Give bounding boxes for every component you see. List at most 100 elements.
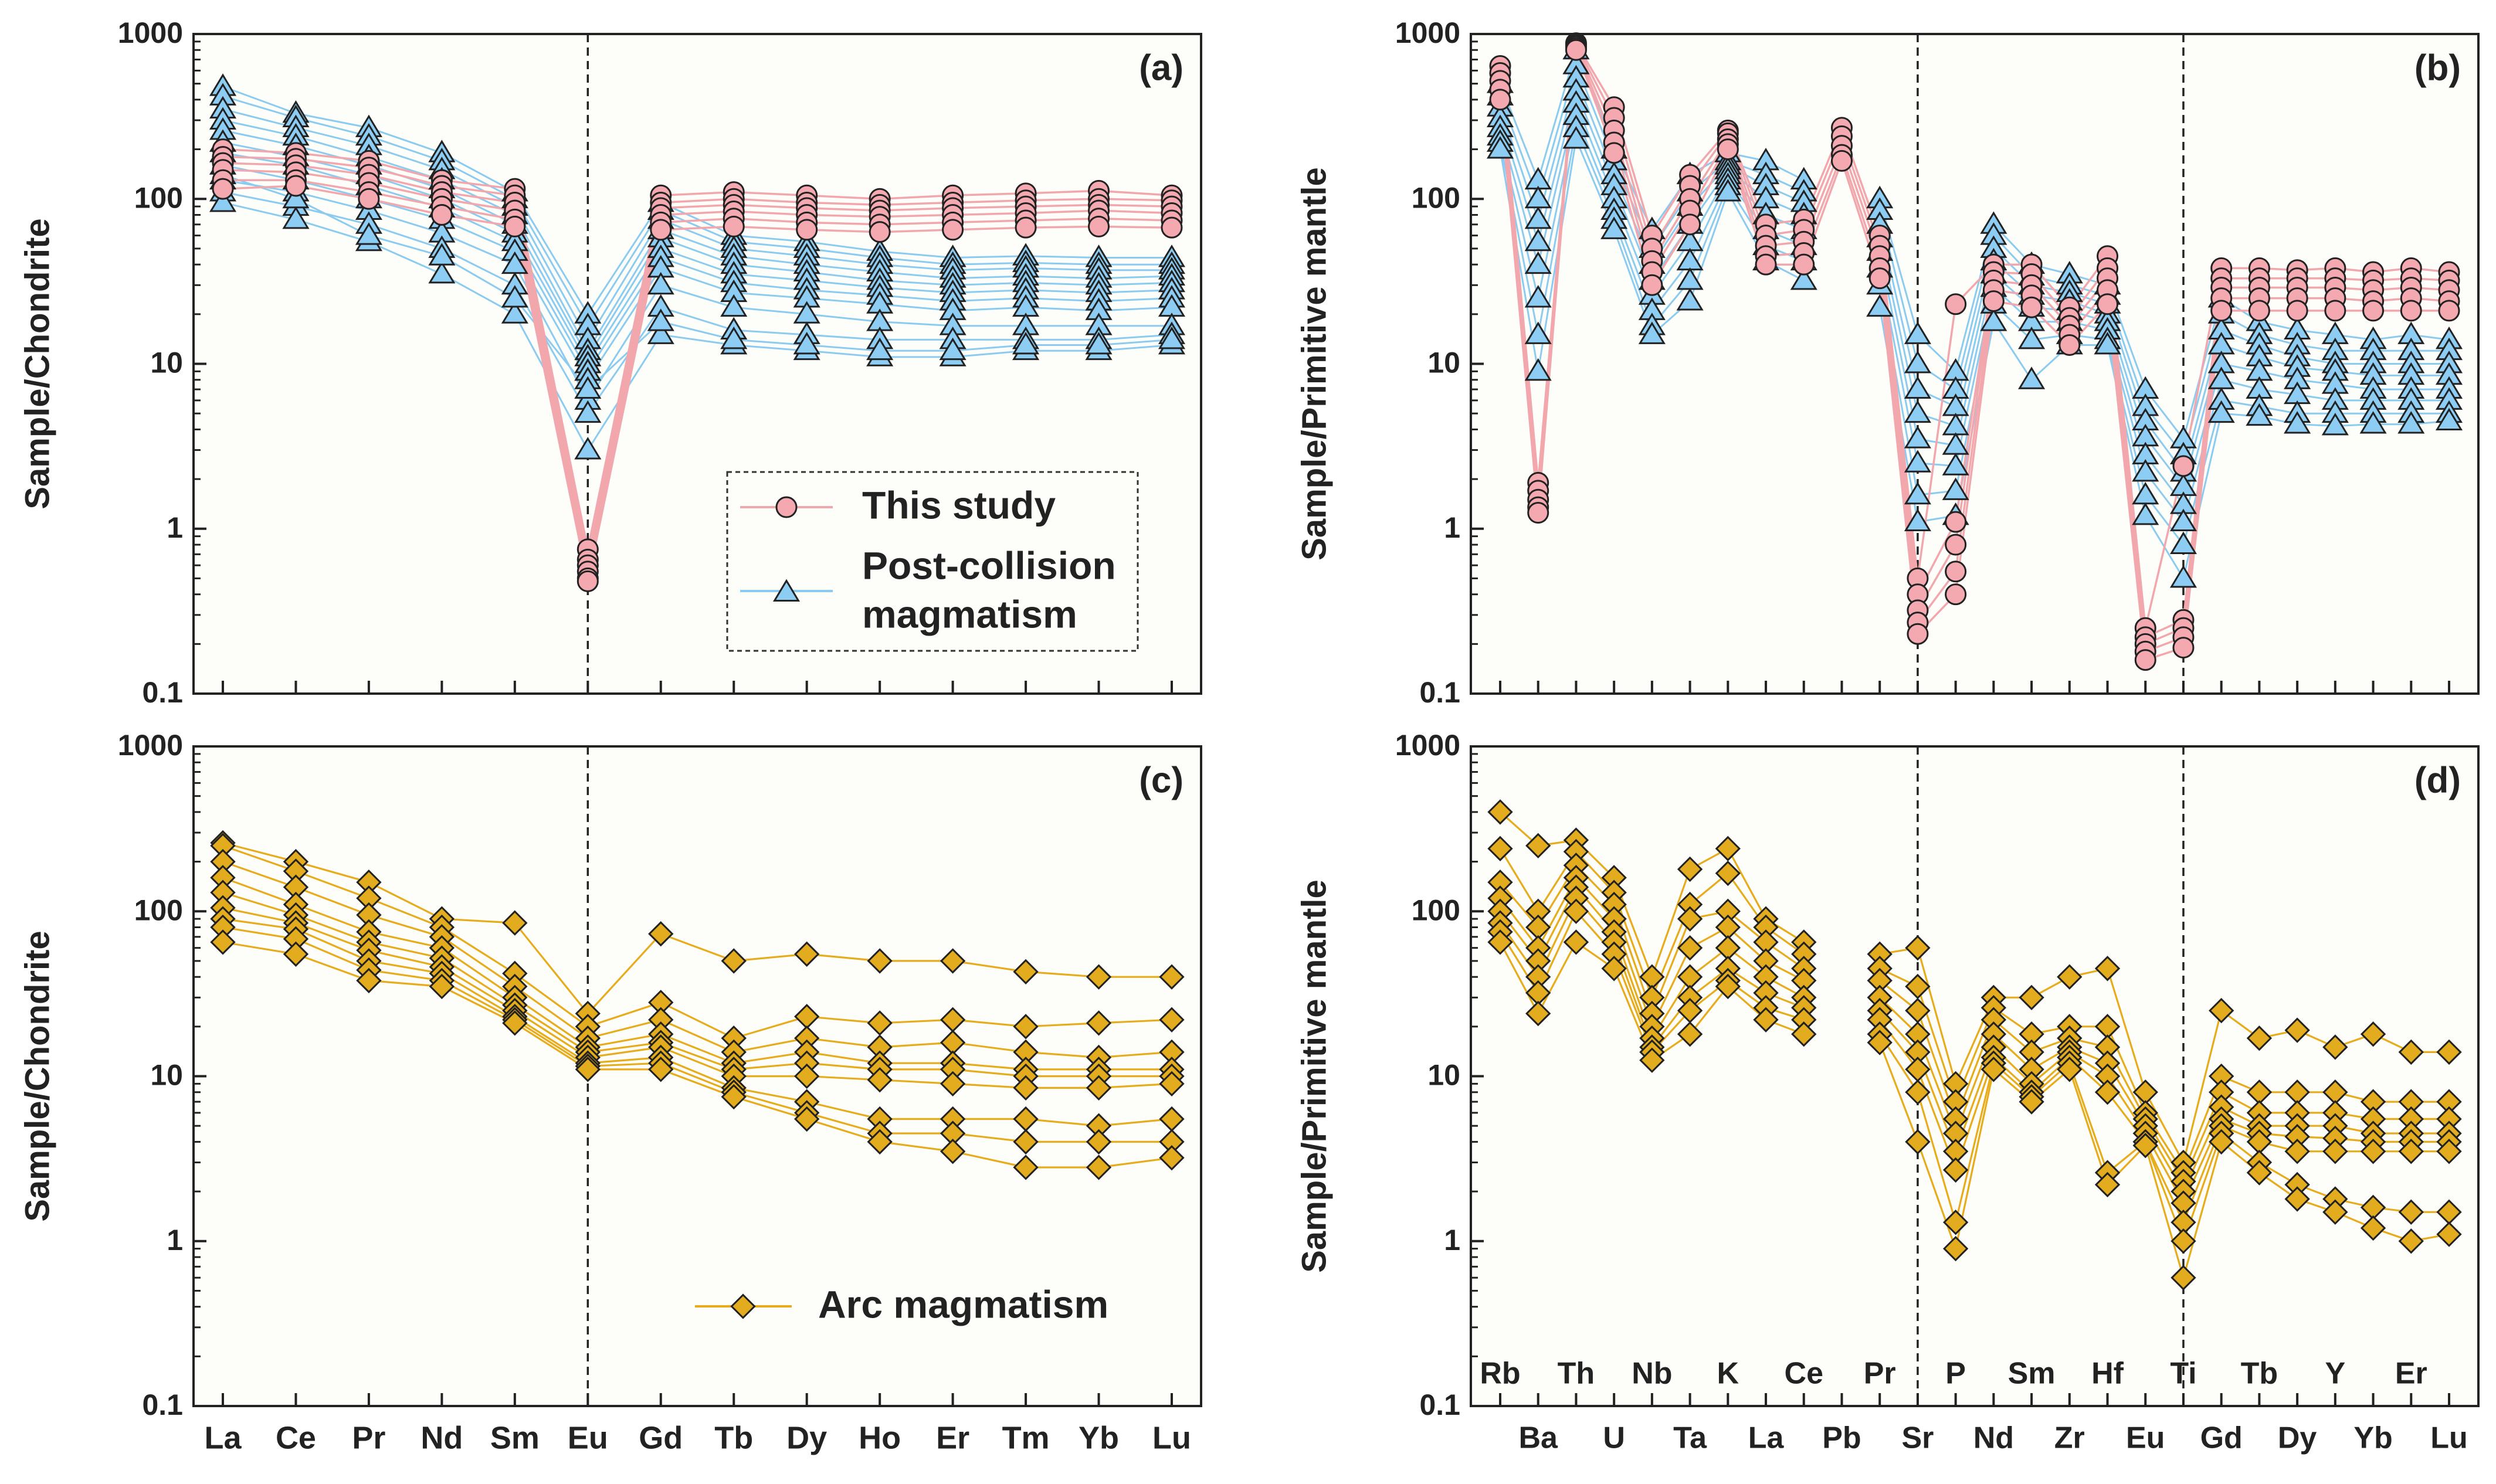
data-point-arc: [2132, 1133, 2158, 1159]
x-tick-label-La: La: [204, 1420, 242, 1455]
data-point-this_study: [212, 178, 234, 200]
data-point-arc: [1013, 959, 1039, 985]
element-label-P: P: [1945, 1357, 1966, 1391]
element-label-Sm: Sm: [2008, 1357, 2056, 1391]
y-axis: 0.1 1 10 100 1000: [118, 16, 206, 709]
data-point-arc: [1086, 1129, 1112, 1155]
data-point-arc: [502, 1010, 528, 1036]
series-line-arc: [222, 861, 1172, 1059]
y-tick-label: 1: [1444, 1224, 1460, 1257]
data-point-arc: [867, 948, 893, 974]
data-point-arc: [575, 1057, 601, 1082]
data-point-this_study: [1088, 215, 1110, 237]
data-point-post_collision: [1714, 179, 1742, 202]
x-tick-label-Ce: Ce: [276, 1420, 316, 1455]
data-point-arc: [2322, 1199, 2348, 1225]
data-point-post_collision: [2132, 459, 2159, 482]
x-tick-label-Ho: Ho: [859, 1420, 901, 1455]
data-point-post_collision: [574, 437, 602, 460]
data-point-arc: [1942, 1157, 1969, 1183]
data-point-this_study: [2097, 293, 2119, 315]
data-point-post_collision: [1904, 351, 1931, 373]
data-point-post_collision: [1904, 508, 1931, 532]
element-label-Y: Y: [2325, 1357, 2345, 1391]
data-point-arc: [1159, 964, 1185, 990]
element-label-Ba: Ba: [1518, 1421, 1558, 1455]
data-point-arc: [2322, 1139, 2348, 1164]
data-point-arc: [2360, 1139, 2386, 1164]
data-point-post_collision: [2246, 403, 2273, 426]
series-line-post_collision: [222, 95, 1172, 327]
data-point-this_study: [1015, 216, 1037, 239]
data-point-this_study: [1945, 534, 1967, 556]
panel-label: (d): [2414, 760, 2461, 800]
element-label-Rb: Rb: [1480, 1357, 1520, 1391]
data-point-post_collision: [647, 271, 674, 295]
data-point-this_study: [869, 221, 891, 243]
legend-box: [726, 471, 1139, 652]
data-point-this_study: [723, 215, 745, 237]
data-point-this_study: [504, 215, 526, 237]
x-tick-label-Er: Er: [936, 1420, 969, 1455]
legend: This study Post-collision magmatism: [726, 471, 1139, 652]
data-point-post_collision: [574, 400, 602, 423]
element-label-Dy: Dy: [2278, 1421, 2317, 1455]
data-point-arc: [1942, 1210, 1969, 1235]
data-point-arc: [2398, 1228, 2424, 1254]
data-point-arc: [1942, 1235, 1969, 1262]
data-point-arc: [1525, 1000, 1551, 1027]
data-point-this_study: [1603, 142, 1625, 164]
data-point-post_collision: [1486, 136, 1514, 159]
data-point-arc: [1715, 836, 1741, 861]
element-label-Pr: Pr: [1864, 1357, 1896, 1391]
data-point-this_study: [284, 175, 307, 197]
legend-label-post-collision-2: magmatism: [862, 592, 1077, 636]
series-line-post_collision: [222, 202, 1172, 451]
data-point-arc: [794, 1063, 820, 1089]
plot-frame: [1470, 33, 2480, 695]
data-point-post_collision: [1085, 331, 1113, 355]
data-point-arc: [2284, 1139, 2310, 1164]
data-point-arc: [283, 941, 309, 967]
marker-layer: [210, 830, 1185, 1180]
y-tick-label: 100: [134, 894, 183, 926]
data-point-arc: [1677, 906, 1703, 932]
data-point-arc: [1905, 935, 1931, 961]
data-point-this_study: [1945, 583, 1967, 606]
data-point-this_study: [1489, 89, 1511, 111]
data-point-this_study: [2134, 649, 2156, 671]
x-tick-label-Gd: Gd: [639, 1420, 683, 1455]
data-point-arc: [2398, 1199, 2424, 1225]
data-point-arc: [1677, 1021, 1703, 1047]
data-point-this_study: [430, 204, 453, 226]
data-point-arc: [1086, 1154, 1112, 1180]
series-line-this_study: [222, 168, 1172, 573]
data-point-arc: [1677, 935, 1703, 961]
data-point-arc: [2398, 1139, 2424, 1164]
data-point-post_collision: [720, 294, 748, 317]
data-point-post_collision: [574, 376, 602, 399]
data-point-this_study: [2020, 296, 2043, 318]
data-point-post_collision: [209, 189, 237, 212]
data-point-this_study: [2210, 300, 2233, 322]
data-point-arc: [2284, 1017, 2310, 1043]
element-label-Ta: Ta: [1673, 1421, 1707, 1455]
x-tick-label-Tb: Tb: [714, 1420, 753, 1455]
series-line-arc: [222, 877, 1172, 1071]
data-point-arc: [1677, 856, 1703, 882]
series-line-post_collision: [222, 86, 1172, 315]
data-point-this_study: [2362, 300, 2385, 322]
data-point-arc: [940, 1139, 966, 1164]
series-line-post_collision: [222, 191, 1172, 415]
data-point-arc: [1013, 1129, 1039, 1155]
data-point-post_collision: [1012, 331, 1040, 355]
y-tick-label: 10: [150, 347, 183, 379]
element-label-Er: Er: [2395, 1357, 2427, 1391]
element-label-Hf: Hf: [2091, 1357, 2124, 1391]
y-axis-label: Sample/Primitive mantle: [1295, 879, 1333, 1272]
x-tick-label-Eu: Eu: [568, 1420, 608, 1455]
data-point-arc: [2360, 1021, 2386, 1047]
